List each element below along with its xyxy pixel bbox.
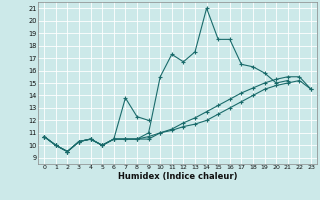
- X-axis label: Humidex (Indice chaleur): Humidex (Indice chaleur): [118, 172, 237, 181]
